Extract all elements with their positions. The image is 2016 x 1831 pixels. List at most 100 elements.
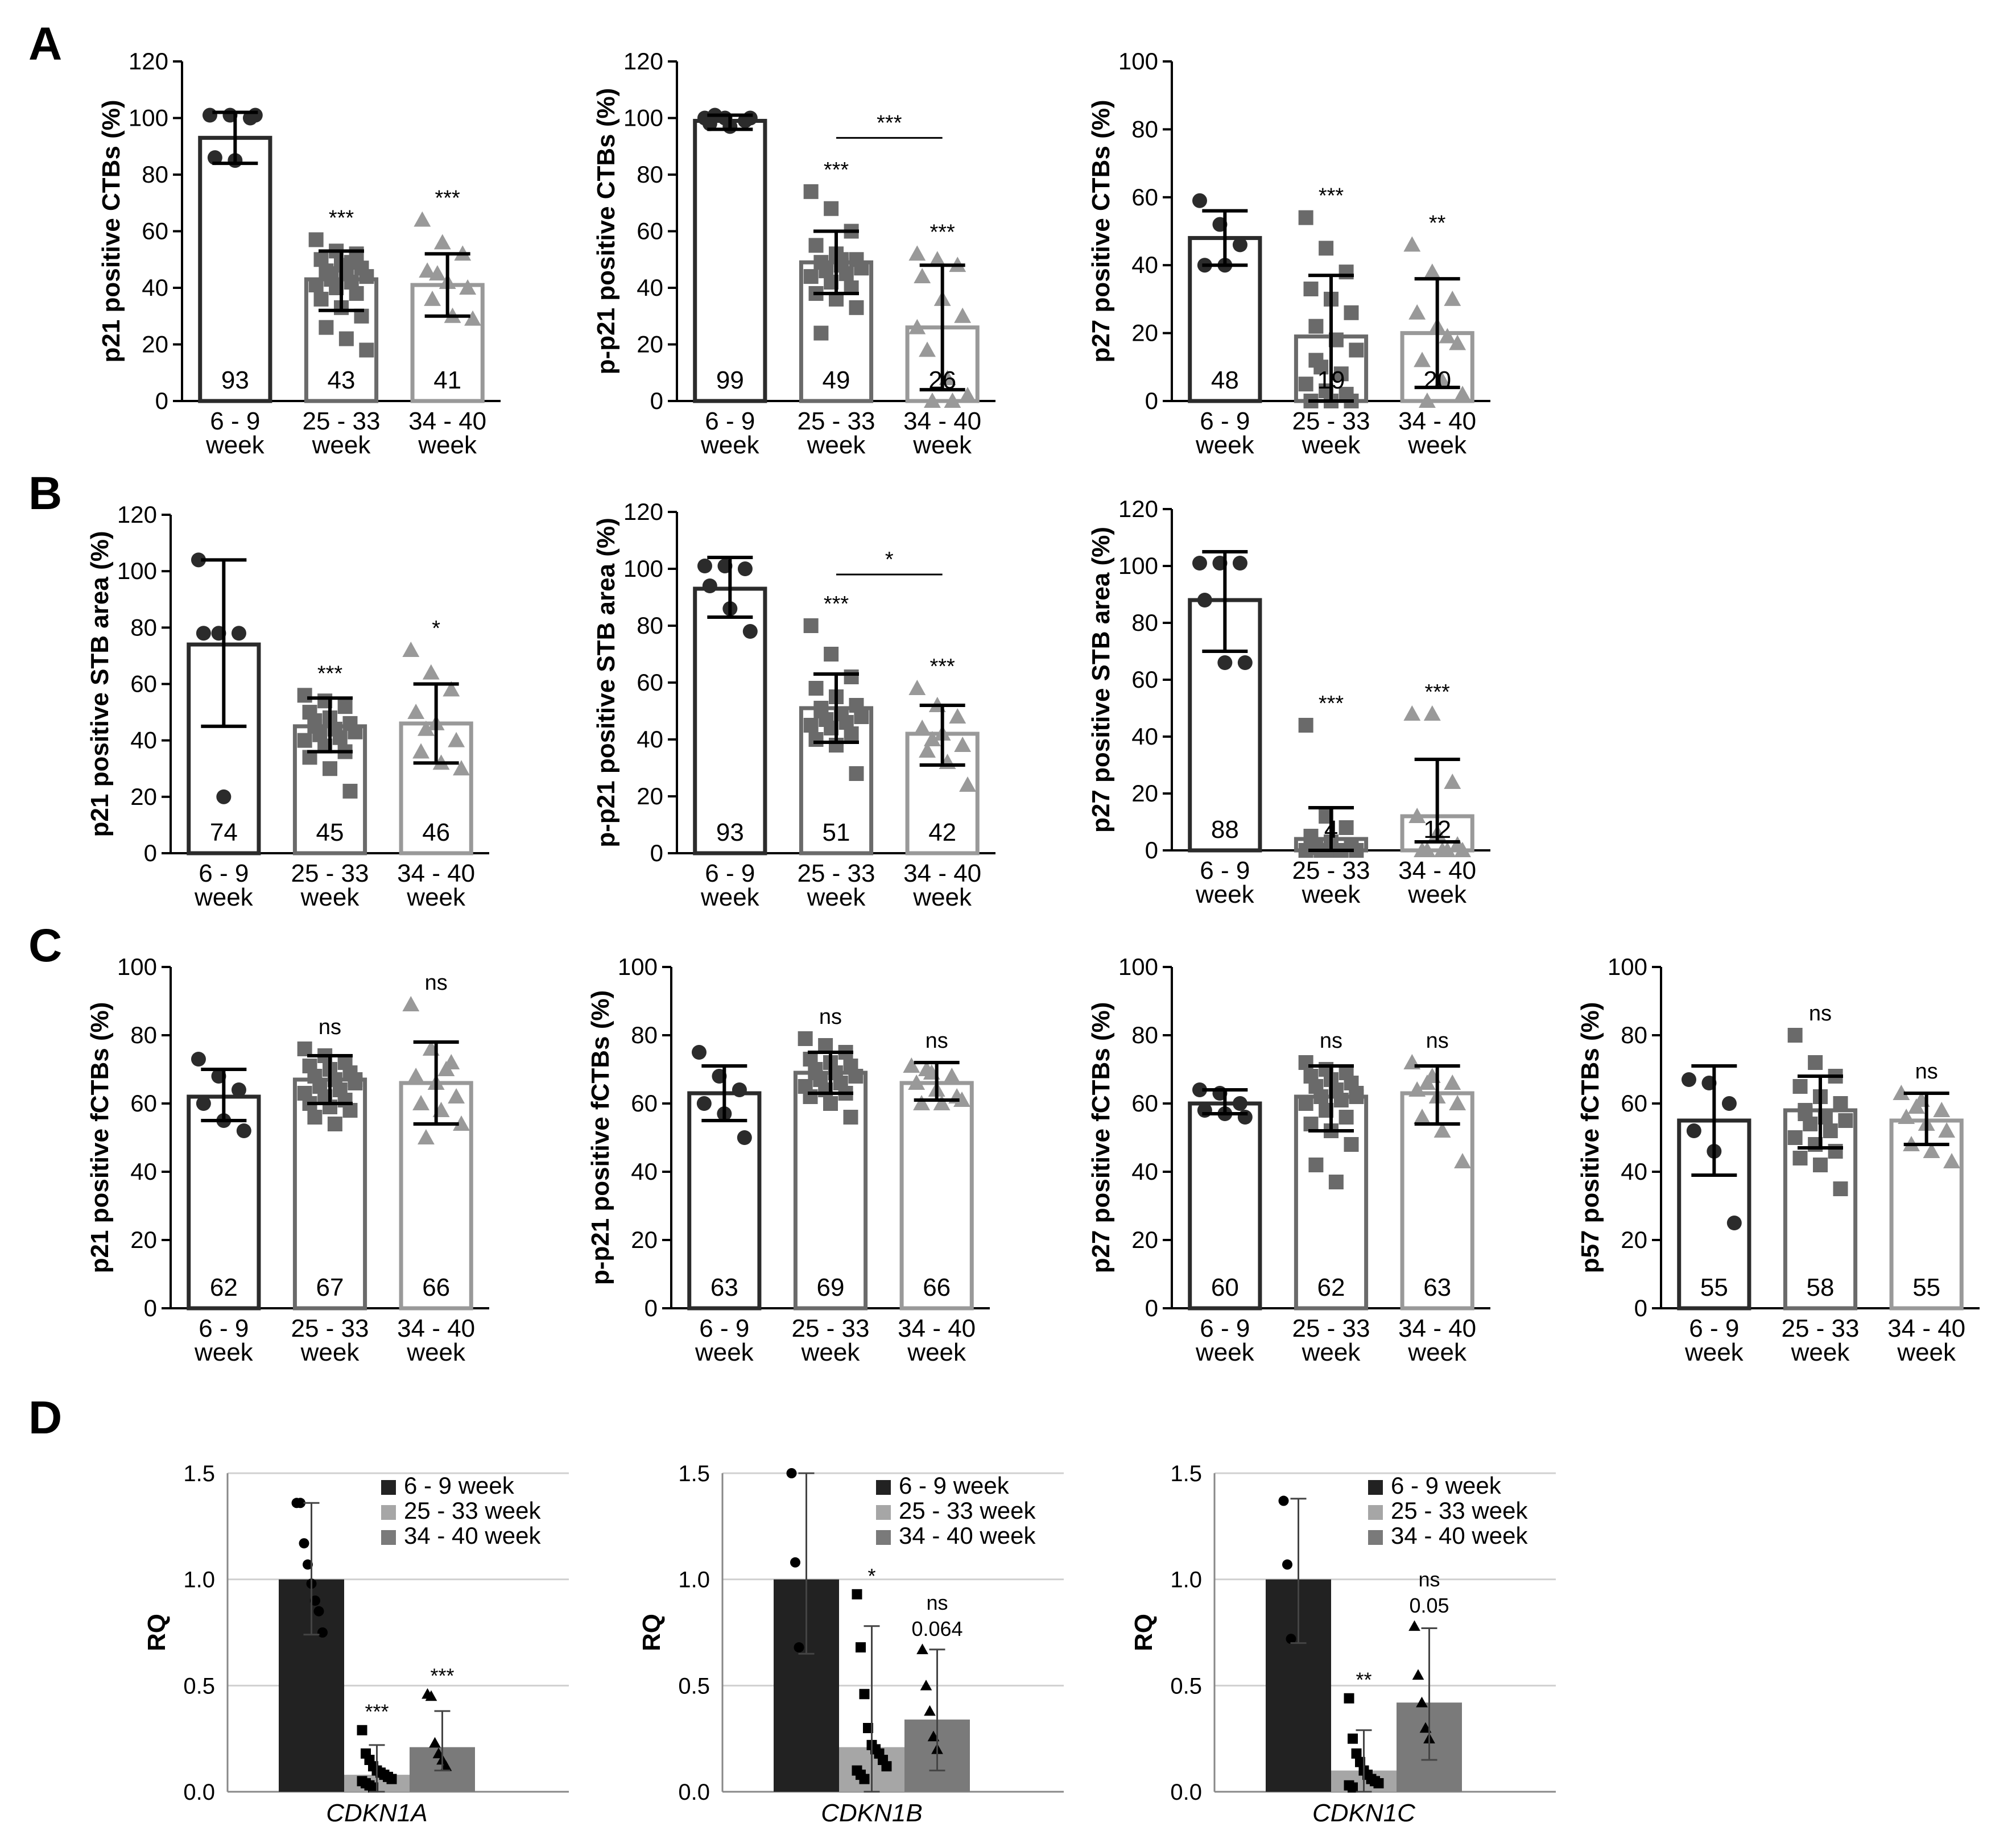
value-label: 45 (316, 819, 344, 846)
y-axis-label: p27 positive CTBs (%) (1087, 100, 1115, 362)
data-point (1923, 1143, 1940, 1158)
significance-label: * (867, 1564, 875, 1588)
y-tick-label: 0.0 (183, 1780, 215, 1805)
y-axis-label: RQ (1130, 1614, 1158, 1651)
data-point (1351, 1748, 1362, 1759)
data-point (323, 761, 337, 776)
bar (693, 118, 767, 403)
data-point (1726, 1216, 1742, 1230)
data-point (386, 1774, 397, 1784)
y-tick-label: 80 (130, 1022, 157, 1048)
data-point (823, 1096, 838, 1111)
data-point (1408, 1620, 1420, 1631)
y-tick-label: 120 (623, 498, 663, 525)
y-axis-label: p21 positive CTBs (%) (97, 100, 125, 362)
y-axis-label: RQ (638, 1614, 666, 1651)
value-label: 4 (1324, 816, 1338, 844)
data-point (1808, 1055, 1823, 1070)
y-tick-label: 60 (631, 1090, 658, 1117)
panel-letter-d: D (28, 1392, 62, 1444)
data-point (1192, 556, 1207, 571)
data-point (1828, 1144, 1843, 1159)
data-point (849, 300, 864, 315)
data-point (191, 552, 206, 568)
y-tick-label: 0 (144, 1295, 157, 1321)
data-point (407, 1068, 425, 1083)
panel-letter-a: A (28, 18, 62, 70)
x-tick-label: week (912, 883, 972, 911)
y-tick-label: 20 (142, 331, 168, 358)
x-tick-label: week (1195, 1338, 1255, 1366)
data-point (417, 720, 435, 736)
significance-label: ns (1426, 1029, 1449, 1053)
data-point (1444, 1074, 1461, 1090)
data-point (1439, 842, 1456, 857)
data-point (1298, 1096, 1313, 1111)
legend-label: 34 - 40 week (404, 1522, 541, 1549)
x-tick-label: week (1302, 1338, 1361, 1366)
data-point (196, 626, 211, 641)
y-tick-label: 80 (1131, 115, 1158, 142)
data-point (1444, 290, 1461, 306)
value-label: 48 (1211, 366, 1239, 394)
data-point (803, 269, 819, 284)
data-point (348, 1072, 363, 1087)
x-tick-label: week (1302, 881, 1361, 908)
data-point (1303, 1117, 1319, 1131)
data-point (908, 319, 926, 334)
x-tick-label: week (700, 883, 760, 911)
data-point (1232, 1096, 1247, 1111)
value-label: 41 (433, 366, 461, 394)
data-point (1418, 842, 1436, 857)
legend-swatch (381, 1480, 396, 1495)
data-point (848, 1069, 864, 1084)
bar (198, 135, 272, 403)
significance-label: ns (926, 1029, 948, 1053)
value-label: 66 (422, 1274, 450, 1301)
data-point (417, 1129, 435, 1144)
data-point (453, 760, 470, 776)
data-point (359, 269, 374, 284)
data-point (412, 1095, 430, 1110)
data-point (691, 1045, 707, 1060)
legend-swatch (876, 1480, 891, 1495)
data-point (914, 268, 931, 284)
data-point (803, 718, 819, 733)
value-label: 55 (1912, 1274, 1940, 1301)
y-axis-label: p27 positive STB area (%) (1087, 527, 1115, 833)
significance-label: *** (1424, 680, 1450, 704)
data-point (1898, 1109, 1915, 1124)
y-tick-label: 1.0 (183, 1568, 215, 1593)
data-point (794, 1642, 804, 1653)
value-label: 74 (210, 819, 238, 846)
y-tick-label: 60 (130, 671, 157, 697)
data-point (803, 184, 819, 199)
y-tick-label: 20 (631, 1226, 658, 1253)
significance-label: *** (929, 220, 955, 244)
data-point (1686, 1123, 1701, 1138)
data-point (1416, 1696, 1428, 1708)
x-tick-label: week (418, 431, 477, 459)
x-axis-label: CDKN1B (821, 1799, 923, 1827)
y-tick-label: 80 (1621, 1022, 1647, 1048)
significance-label: ns (1418, 1568, 1440, 1591)
y-tick-label: 20 (1131, 780, 1158, 807)
data-point (1308, 319, 1324, 334)
data-point (849, 766, 864, 781)
y-tick-label: 0.0 (1170, 1780, 1202, 1805)
data-point (737, 561, 753, 576)
y-tick-label: 1.0 (678, 1568, 710, 1593)
data-point (881, 1761, 892, 1772)
panel-letter-b: B (28, 468, 62, 519)
data-point (1278, 1495, 1289, 1506)
data-point (949, 708, 966, 724)
data-point (1308, 353, 1324, 368)
data-point (310, 1596, 320, 1606)
